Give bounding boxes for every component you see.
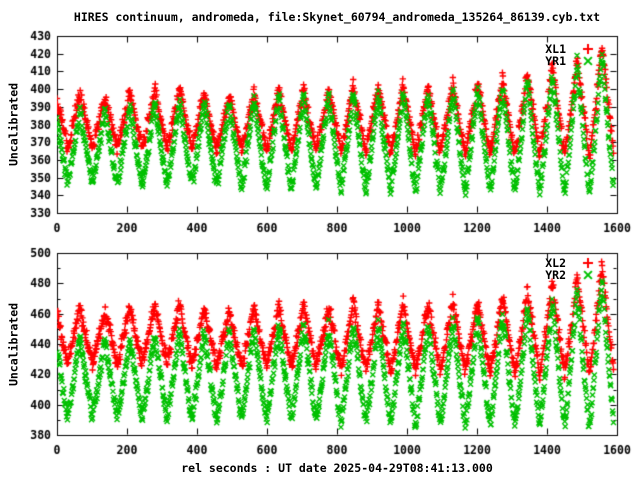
x-axis-label: rel seconds : UT date 2025-04-29T08:41:1… xyxy=(181,461,493,475)
chart-title: HIRES continuum, andromeda, file:Skynet_… xyxy=(73,10,601,24)
y-axis-label-bottom: Uncalibrated xyxy=(6,302,21,387)
y-axis-label-top: Uncalibrated xyxy=(6,82,21,167)
legend-label-yr1: YR1 xyxy=(545,54,566,68)
legend-label-xl1: XL1 xyxy=(545,42,566,56)
legend-label-xl2: XL2 xyxy=(545,256,566,270)
legend-label-yr2: YR2 xyxy=(545,268,566,282)
